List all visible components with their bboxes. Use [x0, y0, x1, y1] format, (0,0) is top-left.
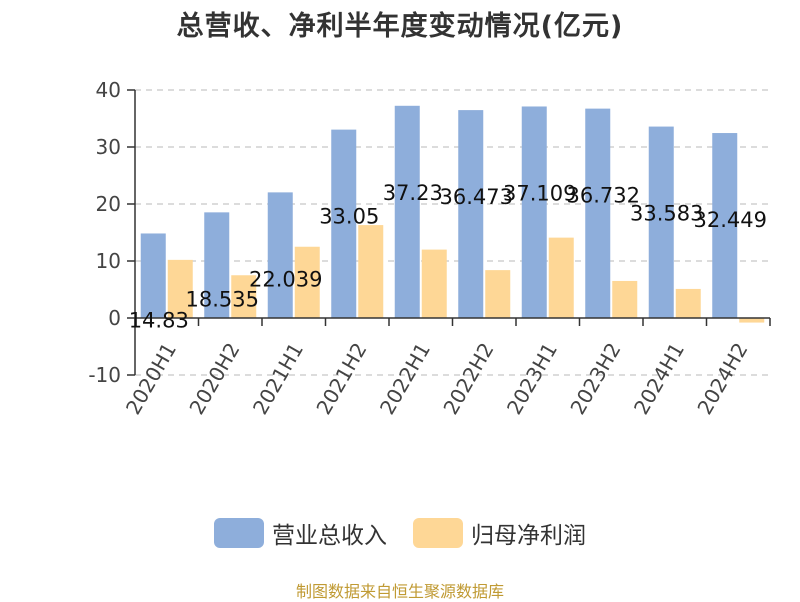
- legend-item-revenue[interactable]: 营业总收入: [214, 516, 387, 550]
- bar-revenue[interactable]: [712, 133, 738, 318]
- data-label-revenue: 36.732: [567, 184, 640, 208]
- x-tick-label: 2022H2: [438, 339, 498, 419]
- x-tick-label: 2022H1: [375, 339, 435, 419]
- data-label-revenue: 14.83: [129, 308, 189, 332]
- data-label-revenue: 18.535: [186, 287, 259, 311]
- data-label-revenue: 37.23: [383, 181, 443, 205]
- y-tick-label: 0: [108, 306, 121, 330]
- bar-revenue[interactable]: [648, 126, 674, 318]
- bar-revenue[interactable]: [331, 129, 357, 318]
- source-note: 制图数据来自恒生聚源数据库: [295, 582, 504, 601]
- bar-net-profit[interactable]: [421, 249, 447, 318]
- bar-revenue[interactable]: [458, 110, 484, 318]
- data-label-revenue: 33.583: [630, 202, 703, 226]
- grid-lines: [135, 89, 770, 376]
- legend-label-net-profit: 归母净利润: [471, 523, 586, 549]
- data-labels: 14.8318.53522.03933.0537.2336.47337.1093…: [129, 181, 767, 333]
- bar-net-profit[interactable]: [548, 237, 574, 318]
- data-label-revenue: 37.109: [503, 181, 576, 205]
- y-tick-label: 30: [96, 135, 121, 159]
- x-tick-label: 2024H1: [629, 339, 689, 419]
- x-tick-label: 2021H1: [248, 339, 308, 419]
- data-label-revenue: 22.039: [249, 267, 322, 291]
- bar-revenue[interactable]: [140, 233, 166, 318]
- x-tick-label: 2021H2: [311, 339, 371, 419]
- bar-net-profit[interactable]: [675, 288, 701, 318]
- bar-revenue[interactable]: [521, 106, 547, 318]
- legend-item-net-profit[interactable]: 归母净利润: [413, 516, 586, 550]
- x-tick-label: 2020H1: [121, 339, 181, 419]
- chart-title: 总营收、净利半年度变动情况(亿元): [176, 11, 624, 42]
- bar-net-profit[interactable]: [294, 246, 320, 318]
- legend-label-revenue: 营业总收入: [272, 523, 387, 549]
- legend-swatch-net-profit: [413, 518, 463, 548]
- bar-revenue[interactable]: [204, 212, 230, 318]
- bar-revenue[interactable]: [585, 108, 611, 319]
- data-label-revenue: 36.473: [440, 185, 513, 209]
- data-label-revenue: 33.05: [319, 205, 379, 229]
- legend-swatch-revenue: [214, 518, 264, 548]
- bar-revenue[interactable]: [267, 192, 293, 318]
- bars: [140, 105, 765, 323]
- data-label-revenue: 32.449: [694, 208, 767, 232]
- x-tick-label: 2023H2: [565, 339, 625, 419]
- y-tick-label: -10: [88, 363, 121, 387]
- bar-net-profit[interactable]: [167, 259, 193, 318]
- bar-net-profit[interactable]: [231, 275, 257, 318]
- bar-revenue[interactable]: [394, 105, 420, 318]
- y-tick-label: 40: [96, 78, 121, 102]
- x-tick-label: 2020H2: [184, 339, 244, 419]
- bar-net-profit[interactable]: [612, 280, 638, 318]
- y-tick-label: 20: [96, 192, 121, 216]
- bar-net-profit[interactable]: [358, 225, 384, 318]
- legend: 营业总收入 归母净利润: [0, 516, 800, 550]
- y-tick-label: 10: [96, 249, 121, 273]
- bar-net-profit[interactable]: [485, 270, 511, 318]
- bar-net-profit[interactable]: [739, 318, 765, 323]
- x-tick-label: 2023H1: [502, 339, 562, 419]
- x-tick-label: 2024H2: [692, 339, 752, 419]
